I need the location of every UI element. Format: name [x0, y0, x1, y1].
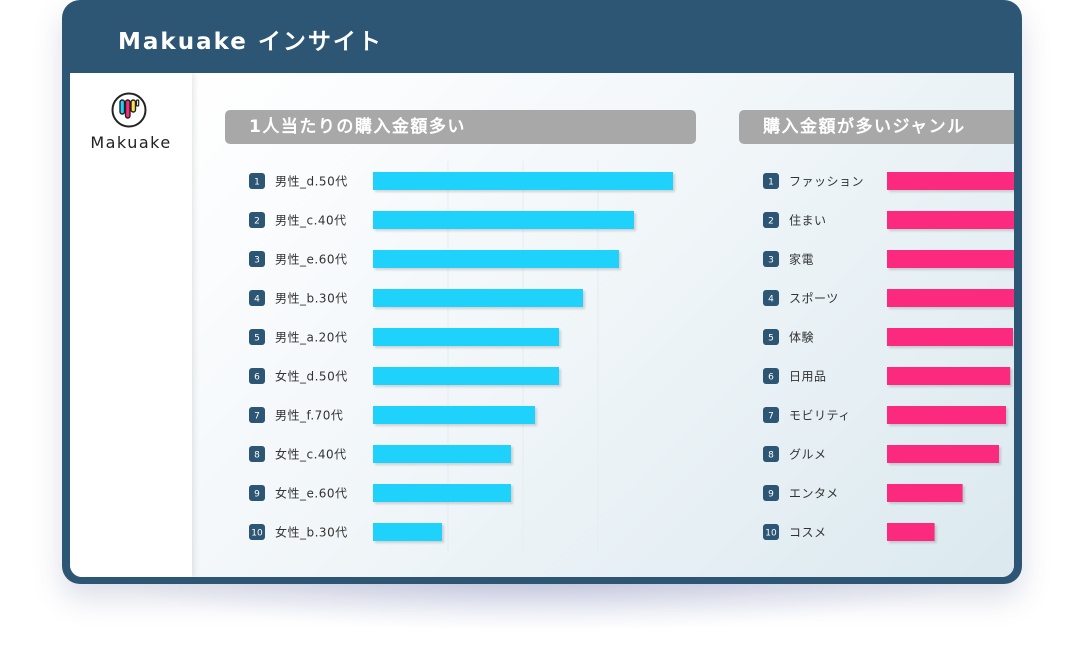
rank-number: 8: [768, 451, 774, 461]
rank-number: 2: [254, 217, 260, 227]
category-label: 女性_d.50代: [275, 369, 348, 384]
rank-badge: [249, 173, 265, 189]
rank-badge: [249, 446, 265, 462]
bar: [373, 523, 442, 541]
category-label: 家電: [789, 252, 814, 267]
insight-main: 1人当たりの購入金額多い 購入金額が多いジャンル 1 男性_d.50代 2 男性_c.…: [192, 73, 1014, 577]
bar: [887, 484, 963, 502]
panel-header-left: 1人当たりの購入金額多い: [225, 110, 696, 144]
bar: [887, 367, 1011, 385]
bar: [373, 445, 511, 463]
rank-badge: [249, 368, 265, 384]
rank-badge: [249, 212, 265, 228]
category-label: モビリティ: [789, 409, 851, 423]
bar: [373, 406, 535, 424]
bar: [887, 172, 1014, 190]
rank-number: 7: [254, 412, 260, 422]
rank-badge: [249, 407, 265, 423]
category-label: グルメ: [789, 448, 827, 462]
bar: [887, 250, 1014, 268]
rank-badge: [763, 290, 779, 306]
rank-number: 4: [254, 295, 260, 305]
category-label: 男性_f.70代: [275, 409, 343, 423]
rank-badge: [249, 329, 265, 345]
bar: [373, 211, 634, 229]
makuake-logo-icon: [111, 92, 147, 128]
rank-badge: [249, 485, 265, 501]
bar: [887, 445, 999, 463]
rank-number: 3: [254, 256, 260, 266]
rank-badge: [763, 485, 779, 501]
rank-number: 9: [768, 490, 774, 500]
rank-number: 8: [254, 451, 260, 461]
category-label: ファッション: [789, 175, 864, 189]
rank-badge: [763, 212, 779, 228]
app-title: Makuake インサイト: [118, 29, 383, 55]
category-label: 男性_c.40代: [275, 214, 347, 228]
category-label: 男性_b.30代: [275, 292, 348, 306]
category-label: エンタメ: [789, 487, 839, 501]
category-label: スポーツ: [789, 292, 839, 306]
rank-badge: [763, 329, 779, 345]
rank-number: 1: [254, 178, 260, 188]
bar: [887, 523, 935, 541]
category-label: 住まい: [789, 214, 827, 228]
bar: [373, 289, 583, 307]
category-label: 男性_a.20代: [275, 331, 347, 345]
category-label: 男性_d.50代: [275, 175, 348, 189]
left-bar-chart: 1 男性_d.50代 2 男性_c.40代 3 男性_e.60代 4 男性_b.30代 5 男性_…: [249, 161, 673, 551]
content-area: Makuake 1人当たりの購入金額多い 購入金額が多いジャンル 1 男性_d.5…: [70, 73, 1014, 577]
rank-number: 2: [768, 217, 774, 227]
rank-number: 6: [254, 373, 260, 383]
makuake-logo-text: Makuake: [90, 133, 172, 152]
bar: [887, 289, 1014, 307]
category-label: コスメ: [789, 526, 827, 540]
rank-number: 7: [768, 412, 774, 422]
rank-number: 1: [768, 178, 774, 188]
right-bar-chart: 1 ファッション 2 住まい 3 家電 4 スポーツ 5 体験 6 日用品 7 モビリティ 8 グルメ 9 エンタ…: [763, 172, 1014, 541]
rank-number: 6: [768, 373, 774, 383]
rank-badge: [763, 251, 779, 267]
panel-header-right: 購入金額が多いジャンル: [739, 110, 1014, 144]
rank-number: 10: [251, 529, 263, 539]
category-label: 体験: [789, 330, 814, 345]
rank-badge: [763, 368, 779, 384]
category-label: 日用品: [789, 370, 827, 384]
rank-number: 5: [254, 334, 260, 344]
bar: [887, 406, 1006, 424]
category-label: 女性_c.40代: [275, 447, 347, 462]
rank-badge: [249, 290, 265, 306]
sidebar: Makuake: [70, 73, 192, 577]
rank-badge: [763, 173, 779, 189]
rank-number: 4: [768, 295, 774, 305]
bar: [373, 484, 511, 502]
bar: [887, 211, 1014, 229]
rank-number: 3: [768, 256, 774, 266]
bar: [373, 367, 559, 385]
rank-badge: [763, 524, 779, 540]
rank-badge: [763, 407, 779, 423]
rank-badge: [249, 524, 265, 540]
bar: [373, 250, 619, 268]
category-label: 男性_e.60代: [275, 253, 347, 267]
category-label: 女性_e.60代: [275, 486, 347, 501]
bar: [887, 328, 1013, 346]
bar: [373, 172, 673, 190]
category-label: 女性_b.30代: [275, 525, 348, 540]
rank-number: 9: [254, 490, 260, 500]
bar: [373, 328, 559, 346]
rank-badge: [763, 446, 779, 462]
rank-number: 5: [768, 334, 774, 344]
rank-badge: [249, 251, 265, 267]
rank-number: 10: [765, 529, 777, 539]
